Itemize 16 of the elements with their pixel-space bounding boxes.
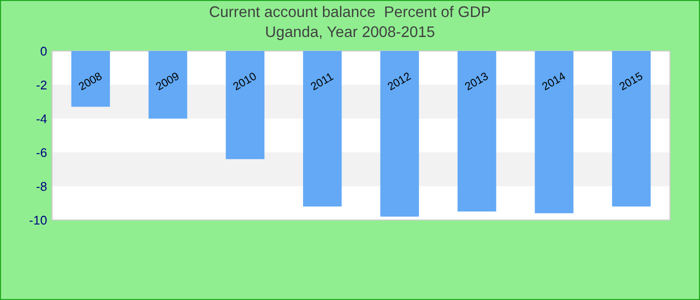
x-tick-label: 2010 bbox=[232, 72, 257, 90]
y-tick-label: -6 bbox=[36, 148, 47, 158]
chart-subtitle: Uganda, Year 2008-2015 bbox=[266, 26, 434, 40]
y-tick-label: -10 bbox=[30, 216, 47, 225]
x-tick-label: 2015 bbox=[618, 72, 644, 90]
y-tick-label: -2 bbox=[36, 80, 47, 90]
y-tick-label: -4 bbox=[36, 114, 47, 124]
x-tick-label: 2011 bbox=[310, 72, 334, 90]
y-tick-label: -8 bbox=[36, 182, 47, 191]
x-tick-label: 2014 bbox=[541, 72, 566, 90]
chart-title: Current account balance Percent of GDP bbox=[210, 6, 490, 18]
x-tick-label: 2012 bbox=[386, 72, 412, 90]
x-tick-label: 2013 bbox=[464, 72, 489, 90]
x-tick-label: 2009 bbox=[155, 72, 180, 90]
y-tick-label: 0 bbox=[40, 46, 47, 56]
x-tick-label: 2008 bbox=[78, 72, 102, 90]
